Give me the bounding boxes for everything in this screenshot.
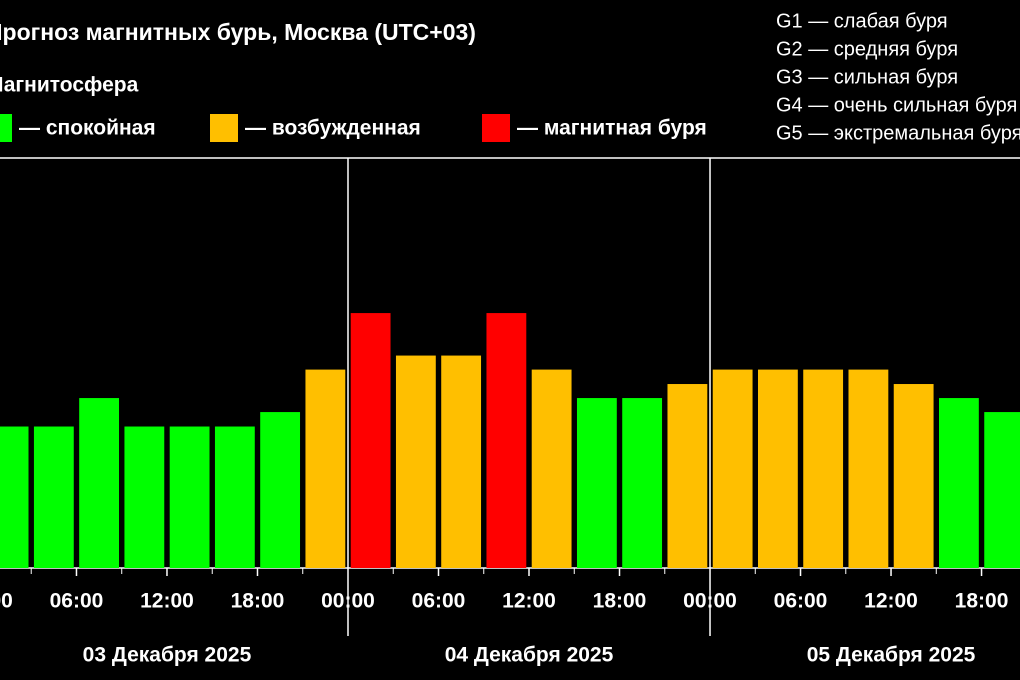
day-label: 03 Декабря 2025 — [83, 644, 252, 667]
bar — [576, 398, 617, 568]
x-tick-label: 12:00 — [502, 590, 556, 613]
bar — [984, 412, 1020, 568]
x-tick-label: 18:00 — [593, 590, 647, 613]
x-tick-label: 12:00 — [864, 590, 918, 613]
scale-legend-item: G4 — очень сильная буря — [776, 94, 1017, 116]
bar — [667, 384, 708, 568]
bar — [531, 369, 572, 568]
scale-legend-item: G3 — сильная буря — [776, 66, 958, 88]
scale-legend-item: G2 — средняя буря — [776, 38, 958, 60]
scale-legend-item: G1 — слабая буря — [776, 10, 948, 32]
bar — [169, 426, 210, 568]
x-tick-label: 06:00 — [774, 590, 828, 613]
bar — [33, 426, 74, 568]
x-tick-label: 06:00 — [50, 590, 104, 613]
bar — [803, 369, 844, 568]
legend-label: — магнитная буря — [517, 117, 707, 140]
x-tick-label: 12:00 — [140, 590, 194, 613]
x-tick-label: 18:00 — [955, 590, 1009, 613]
bar — [79, 398, 120, 568]
day-label: 04 Декабря 2025 — [445, 644, 614, 667]
x-tick-label: 00:00 — [321, 590, 375, 613]
bar — [622, 398, 663, 568]
bar — [486, 313, 527, 568]
bar — [0, 426, 29, 568]
chart-title: Прогноз магнитных бурь, Москва (UTC+03) — [0, 19, 476, 45]
x-tick-label: 00:00 — [683, 590, 737, 613]
bar — [260, 412, 301, 568]
bar — [124, 426, 165, 568]
legend-label: — возбужденная — [245, 117, 421, 140]
bar — [395, 355, 436, 568]
bar — [214, 426, 255, 568]
legend-label: — спокойная — [19, 117, 156, 140]
day-label: 05 Декабря 2025 — [807, 644, 976, 667]
x-tick-label: 18:00 — [231, 590, 285, 613]
bar — [712, 369, 753, 568]
legend-swatch — [482, 114, 510, 142]
legend-title: Магнитосфера — [0, 74, 139, 97]
bar — [350, 313, 391, 568]
bar — [305, 369, 346, 568]
bar — [848, 369, 889, 568]
legend-swatch — [210, 114, 238, 142]
bar — [893, 384, 934, 568]
x-tick-label: 00:00 — [0, 590, 13, 613]
bar — [441, 355, 482, 568]
legend-swatch — [0, 114, 12, 142]
bar — [938, 398, 979, 568]
x-tick-label: 06:00 — [412, 590, 466, 613]
scale-legend-item: G5 — экстремальная буря — [776, 122, 1020, 144]
bar — [757, 369, 798, 568]
